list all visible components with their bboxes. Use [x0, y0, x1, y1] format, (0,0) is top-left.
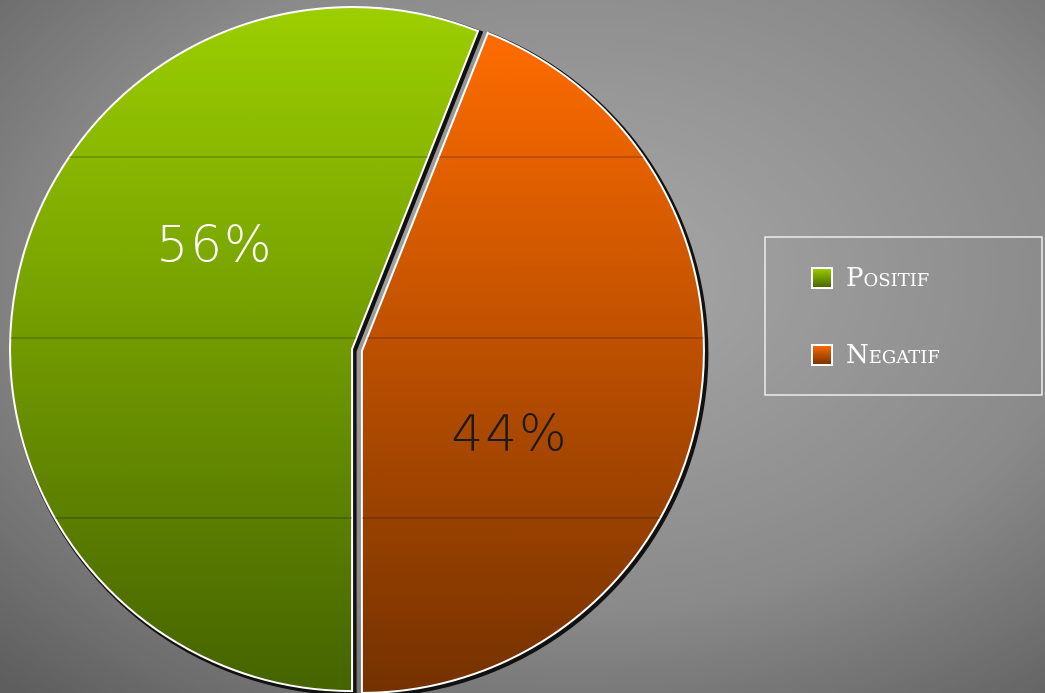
slice	[360, 31, 705, 693]
legend-label: Positif	[846, 263, 929, 293]
data-label: 44%	[451, 405, 568, 463]
legend-swatch	[811, 344, 833, 366]
legend-box	[764, 236, 1043, 396]
legend-label: Negatif	[846, 340, 940, 370]
pie: 56% 44%	[9, 6, 709, 693]
legend-swatch	[811, 267, 833, 289]
data-label: 56%	[156, 216, 273, 274]
slice	[9, 6, 480, 693]
